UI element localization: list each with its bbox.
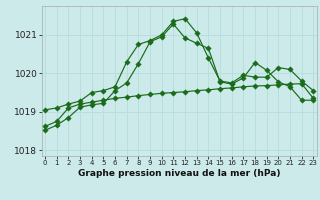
X-axis label: Graphe pression niveau de la mer (hPa): Graphe pression niveau de la mer (hPa): [78, 169, 280, 178]
